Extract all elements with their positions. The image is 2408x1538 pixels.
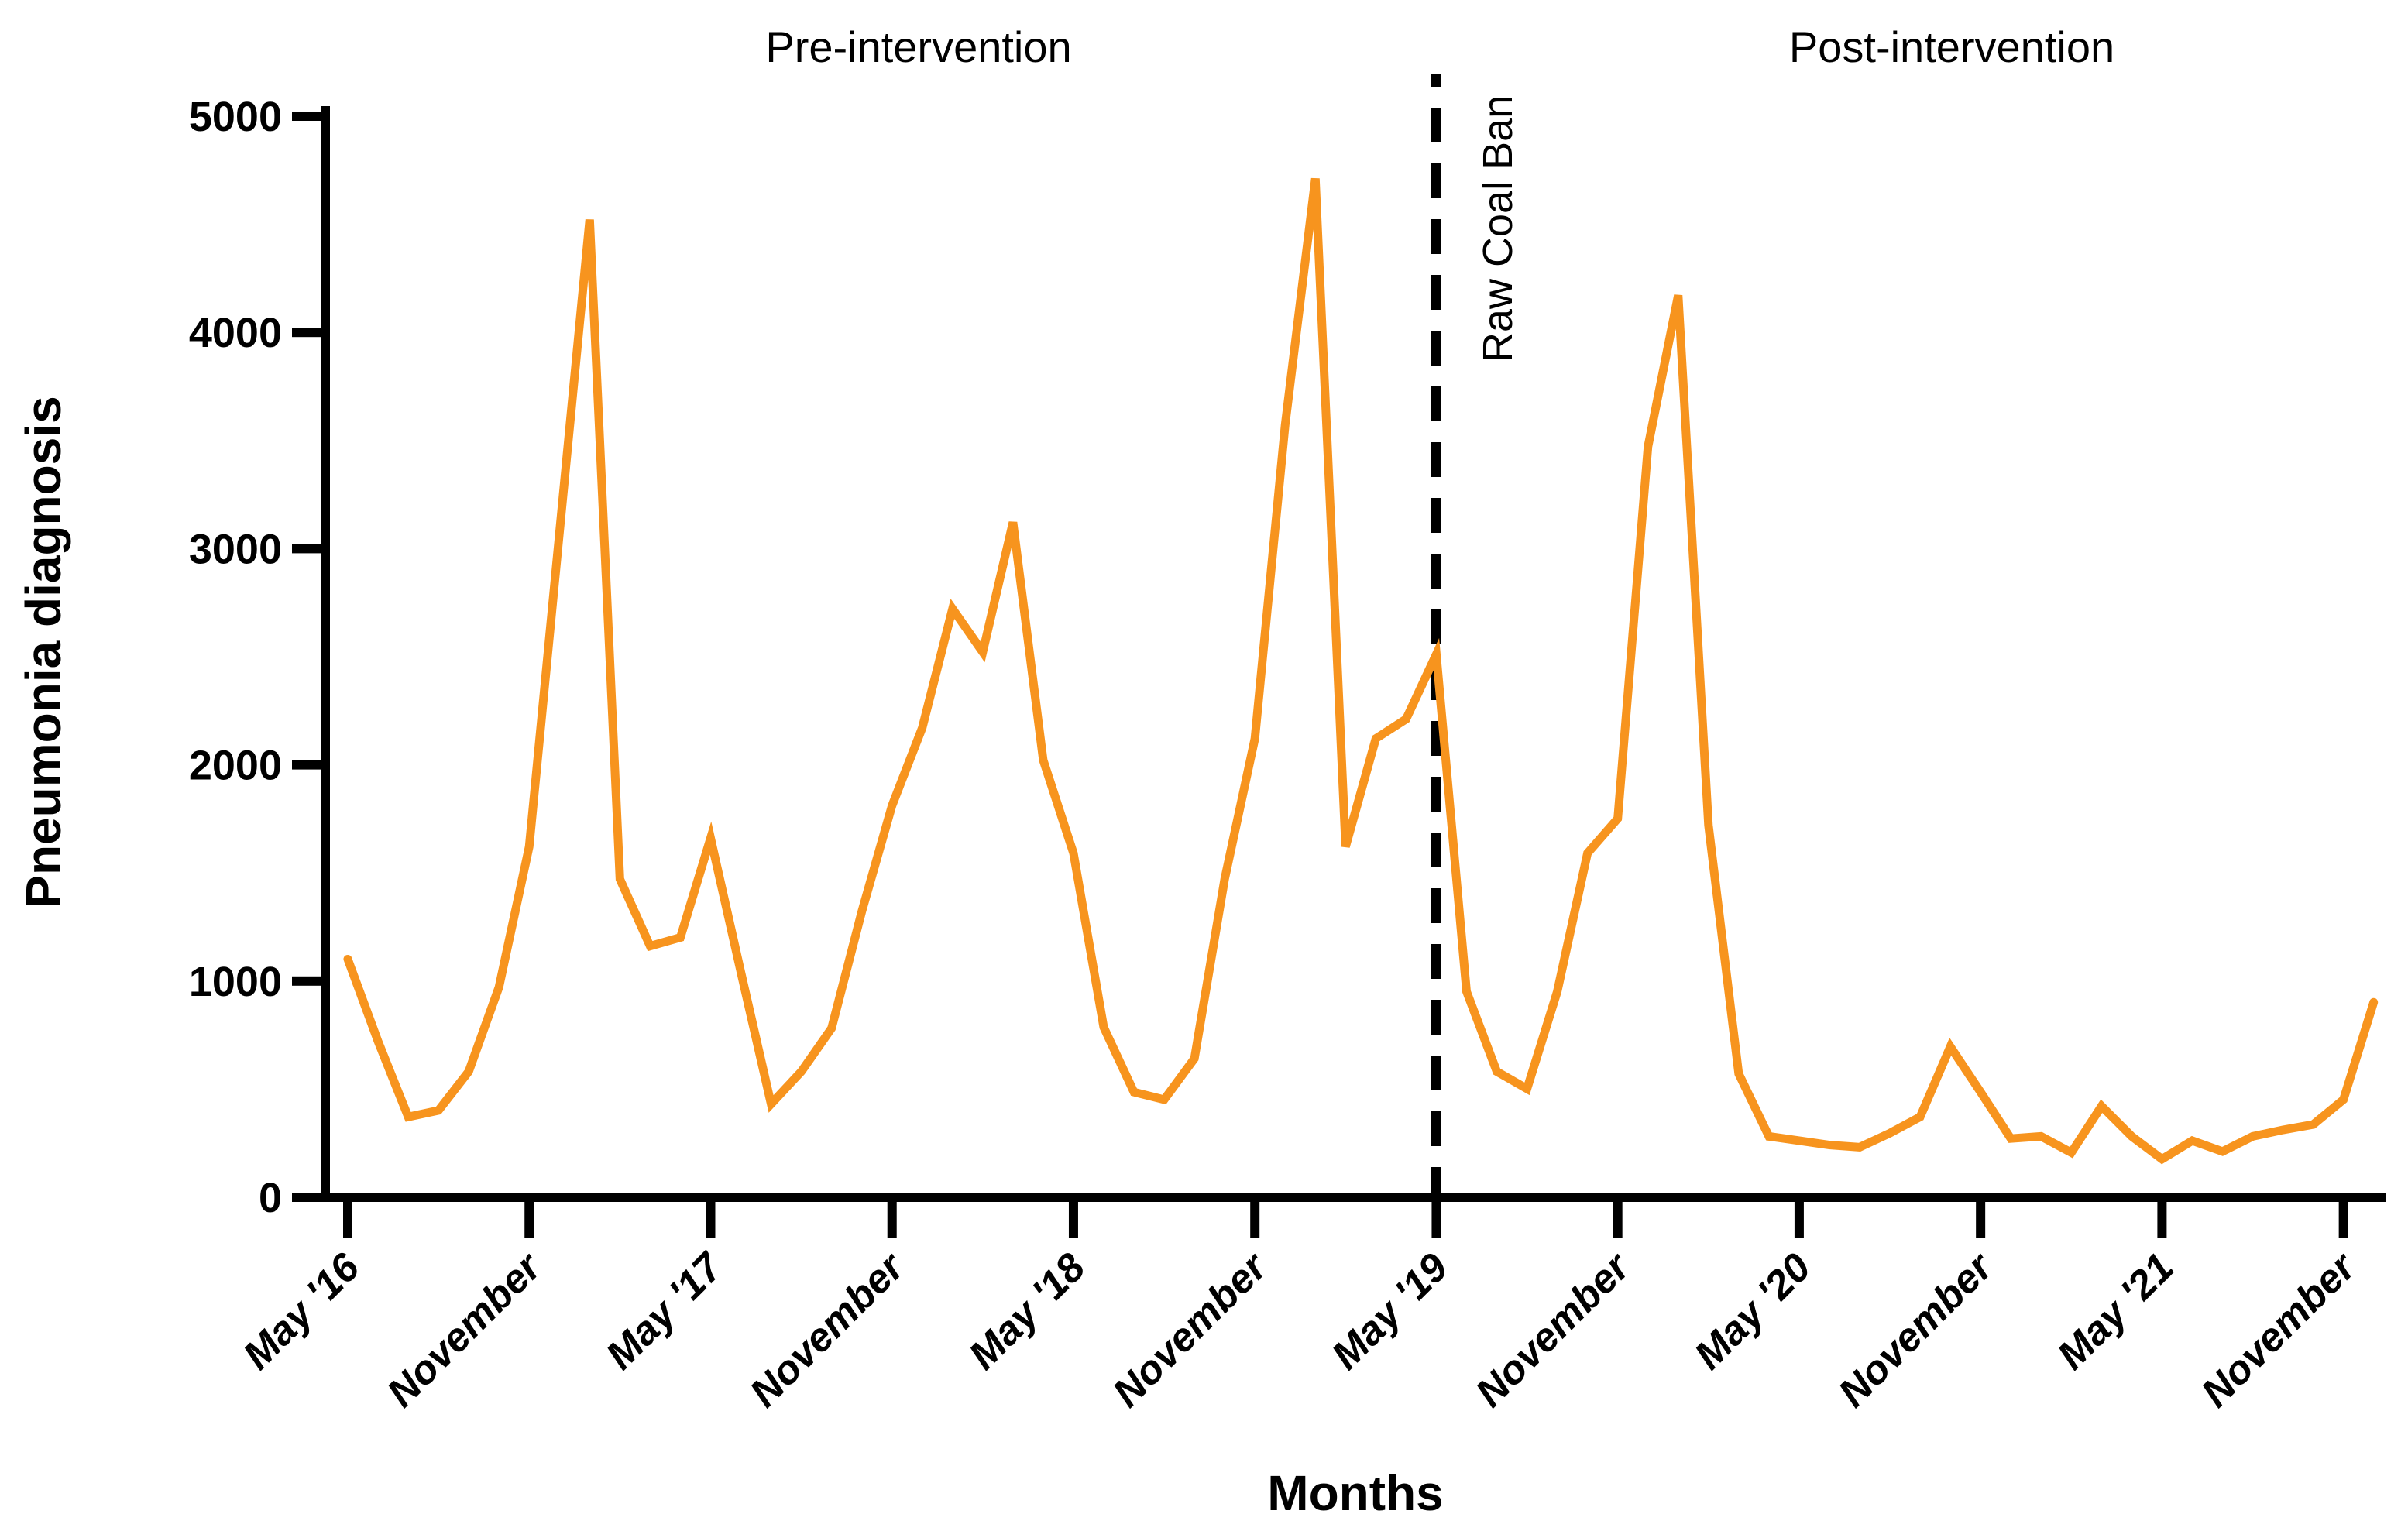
x-tick-label: May '19 (1324, 1244, 1457, 1378)
x-tick-label: May '20 (1686, 1244, 1819, 1378)
x-tick-label: May '21 (2049, 1244, 2182, 1378)
y-axis-ticks: 0 1000 2000 3000 4000 5000 (189, 94, 321, 1221)
x-tick (706, 1202, 716, 1238)
y-tick-label: 4000 (189, 310, 282, 356)
post-intervention-title: Post-intervention (1789, 22, 2114, 71)
x-tick (2338, 1202, 2348, 1238)
y-axis-title: Pneumonia diagnosis (15, 396, 71, 908)
x-tick-label: May '17 (598, 1244, 733, 1378)
x-tick-label: November (1104, 1244, 1277, 1416)
x-tick-label: November (741, 1244, 914, 1416)
y-tick-label: 2000 (189, 743, 282, 789)
y-tick (292, 1193, 321, 1202)
raw-coal-ban-label: Raw Coal Ban (1475, 95, 1521, 362)
x-tick-label: November (379, 1244, 551, 1416)
x-tick (343, 1202, 352, 1238)
x-tick (1068, 1202, 1078, 1238)
x-tick (524, 1202, 534, 1238)
x-tick (887, 1202, 897, 1238)
x-tick (1976, 1202, 1986, 1238)
y-tick (292, 760, 321, 770)
y-tick-label: 5000 (189, 94, 282, 140)
y-tick (292, 328, 321, 338)
x-axis-ticks: May '16 November May '17 November May '18 Nov… (235, 1202, 2365, 1416)
x-tick-label: November (2193, 1244, 2365, 1416)
x-tick-label: November (1467, 1244, 1640, 1416)
axes (321, 106, 2386, 1202)
x-tick (2157, 1202, 2167, 1238)
x-tick (1250, 1202, 1260, 1238)
y-tick-label: 0 (259, 1175, 282, 1221)
x-tick-label: November (1830, 1244, 2003, 1416)
x-axis-line (321, 1193, 2386, 1202)
x-tick-label: May '18 (960, 1244, 1094, 1378)
x-tick (1613, 1202, 1623, 1238)
x-tick (1431, 1202, 1441, 1238)
pneumonia-series-line (343, 177, 2379, 1165)
pre-intervention-title: Pre-intervention (765, 22, 1071, 71)
y-tick (292, 112, 321, 121)
y-axis-line (321, 106, 330, 1202)
x-tick (1794, 1202, 1804, 1238)
y-tick (292, 544, 321, 554)
x-tick-label: May '16 (235, 1244, 369, 1378)
y-tick-label: 3000 (189, 526, 282, 572)
x-axis-title: Months (1267, 1465, 1444, 1521)
y-tick (292, 976, 321, 986)
y-tick-label: 1000 (189, 959, 282, 1005)
